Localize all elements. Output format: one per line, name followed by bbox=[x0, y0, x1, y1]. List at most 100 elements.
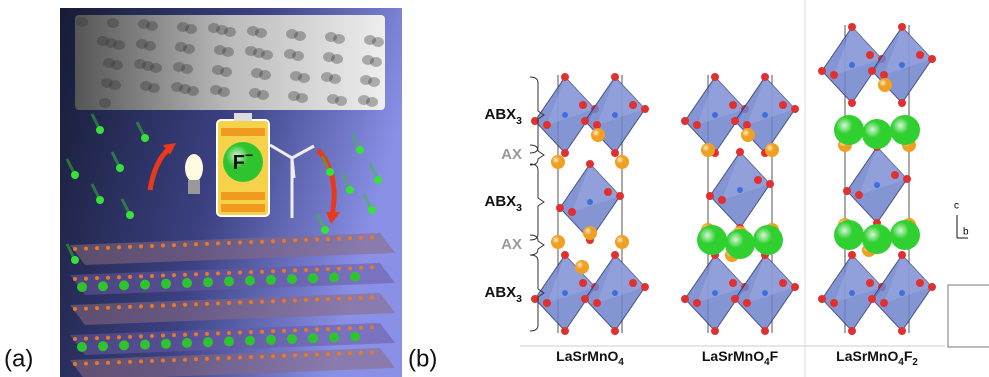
host-atom bbox=[293, 353, 297, 357]
foam-pore bbox=[288, 91, 300, 101]
host-fluoride bbox=[140, 280, 150, 290]
host-atom bbox=[106, 361, 110, 365]
host-atom bbox=[370, 295, 374, 299]
host-atom bbox=[348, 351, 352, 355]
host-atom bbox=[216, 356, 220, 360]
oxygen bbox=[581, 295, 589, 303]
host-atom bbox=[73, 362, 77, 366]
host-fluoride bbox=[245, 336, 255, 346]
host-atom bbox=[260, 270, 264, 274]
host-atom bbox=[249, 240, 253, 244]
host-atom bbox=[194, 242, 198, 246]
atom-shine bbox=[890, 220, 920, 250]
host-fluoride bbox=[182, 338, 192, 348]
host-atom bbox=[84, 337, 88, 341]
text-part: AX bbox=[501, 236, 522, 253]
legend-box bbox=[948, 285, 989, 347]
oxygen bbox=[761, 73, 769, 81]
text-part: AX bbox=[501, 146, 522, 163]
host-atom bbox=[271, 354, 275, 358]
oxygen bbox=[761, 327, 769, 335]
host-atom bbox=[205, 272, 209, 276]
atom-shine bbox=[615, 155, 629, 169]
host-atom bbox=[172, 358, 176, 362]
host-atom bbox=[84, 307, 88, 311]
oxygen bbox=[629, 279, 637, 287]
host-atom bbox=[249, 300, 253, 304]
text-part: F bbox=[770, 348, 779, 364]
oxygen bbox=[731, 117, 739, 125]
host-atom bbox=[282, 239, 286, 243]
host-atom bbox=[117, 245, 121, 249]
host-fluoride bbox=[308, 333, 318, 343]
foam-pore bbox=[214, 45, 226, 55]
host-atom bbox=[183, 273, 187, 277]
manganese bbox=[612, 290, 618, 296]
foam-pore bbox=[321, 72, 333, 82]
host-fluoride bbox=[350, 272, 360, 282]
host-atom bbox=[359, 296, 363, 300]
host-fluoride bbox=[119, 280, 129, 290]
atom-shine bbox=[862, 119, 892, 149]
oxygen bbox=[779, 279, 787, 287]
host-atom bbox=[128, 305, 132, 309]
host-atom bbox=[183, 243, 187, 247]
host-atom bbox=[348, 326, 352, 330]
oxygen bbox=[611, 149, 619, 157]
host-fluoride bbox=[161, 279, 171, 289]
host-fluoride bbox=[77, 282, 87, 292]
atom-shine bbox=[591, 128, 605, 142]
oxygen bbox=[791, 283, 799, 291]
structure-label: LaSrMnO4F2 bbox=[836, 348, 918, 368]
host-atom bbox=[348, 236, 352, 240]
host-atom bbox=[95, 361, 99, 365]
host-atom bbox=[348, 296, 352, 300]
oxygen bbox=[818, 295, 826, 303]
oxygen bbox=[903, 175, 911, 183]
text-part: LaSrMnO bbox=[556, 348, 618, 364]
host-atom bbox=[227, 301, 231, 305]
oxygen bbox=[898, 99, 906, 107]
host-atom bbox=[150, 334, 154, 338]
host-fluoride bbox=[77, 342, 87, 352]
foam-pore bbox=[103, 58, 115, 68]
subscript: 3 bbox=[516, 115, 522, 127]
host-fluoride bbox=[308, 273, 318, 283]
host-atom bbox=[293, 328, 297, 332]
oxygen bbox=[848, 23, 856, 31]
host-atom bbox=[315, 298, 319, 302]
host-atom bbox=[139, 304, 143, 308]
host-fluoride bbox=[203, 337, 213, 347]
ion bbox=[326, 168, 334, 176]
bracket bbox=[530, 145, 544, 165]
host-atom bbox=[260, 240, 264, 244]
host-atom bbox=[194, 332, 198, 336]
oxygen bbox=[848, 251, 856, 259]
foam-pore bbox=[325, 32, 337, 42]
host-fluoride bbox=[329, 272, 339, 282]
host-atom bbox=[73, 247, 77, 251]
oxygen bbox=[543, 121, 551, 129]
host-atom bbox=[326, 352, 330, 356]
host-atom bbox=[73, 337, 77, 341]
ion bbox=[368, 206, 376, 214]
oxygen bbox=[561, 251, 569, 259]
host-atom bbox=[337, 352, 341, 356]
text-part: ABX bbox=[484, 284, 516, 301]
ion bbox=[116, 164, 124, 172]
host-atom bbox=[117, 360, 121, 364]
bracket bbox=[530, 235, 544, 255]
oxygen bbox=[880, 71, 888, 79]
host-atom bbox=[337, 327, 341, 331]
ion bbox=[96, 196, 104, 204]
manganese bbox=[762, 290, 768, 296]
oxygen bbox=[729, 279, 737, 287]
manganese bbox=[849, 62, 855, 68]
row-label: ABX3 bbox=[484, 284, 522, 305]
text-part: ABX bbox=[484, 106, 516, 123]
manganese bbox=[899, 290, 905, 296]
oxygen bbox=[843, 187, 851, 195]
foam-pore bbox=[362, 55, 374, 65]
foam-pore bbox=[245, 46, 257, 56]
foam-pore bbox=[358, 95, 370, 105]
